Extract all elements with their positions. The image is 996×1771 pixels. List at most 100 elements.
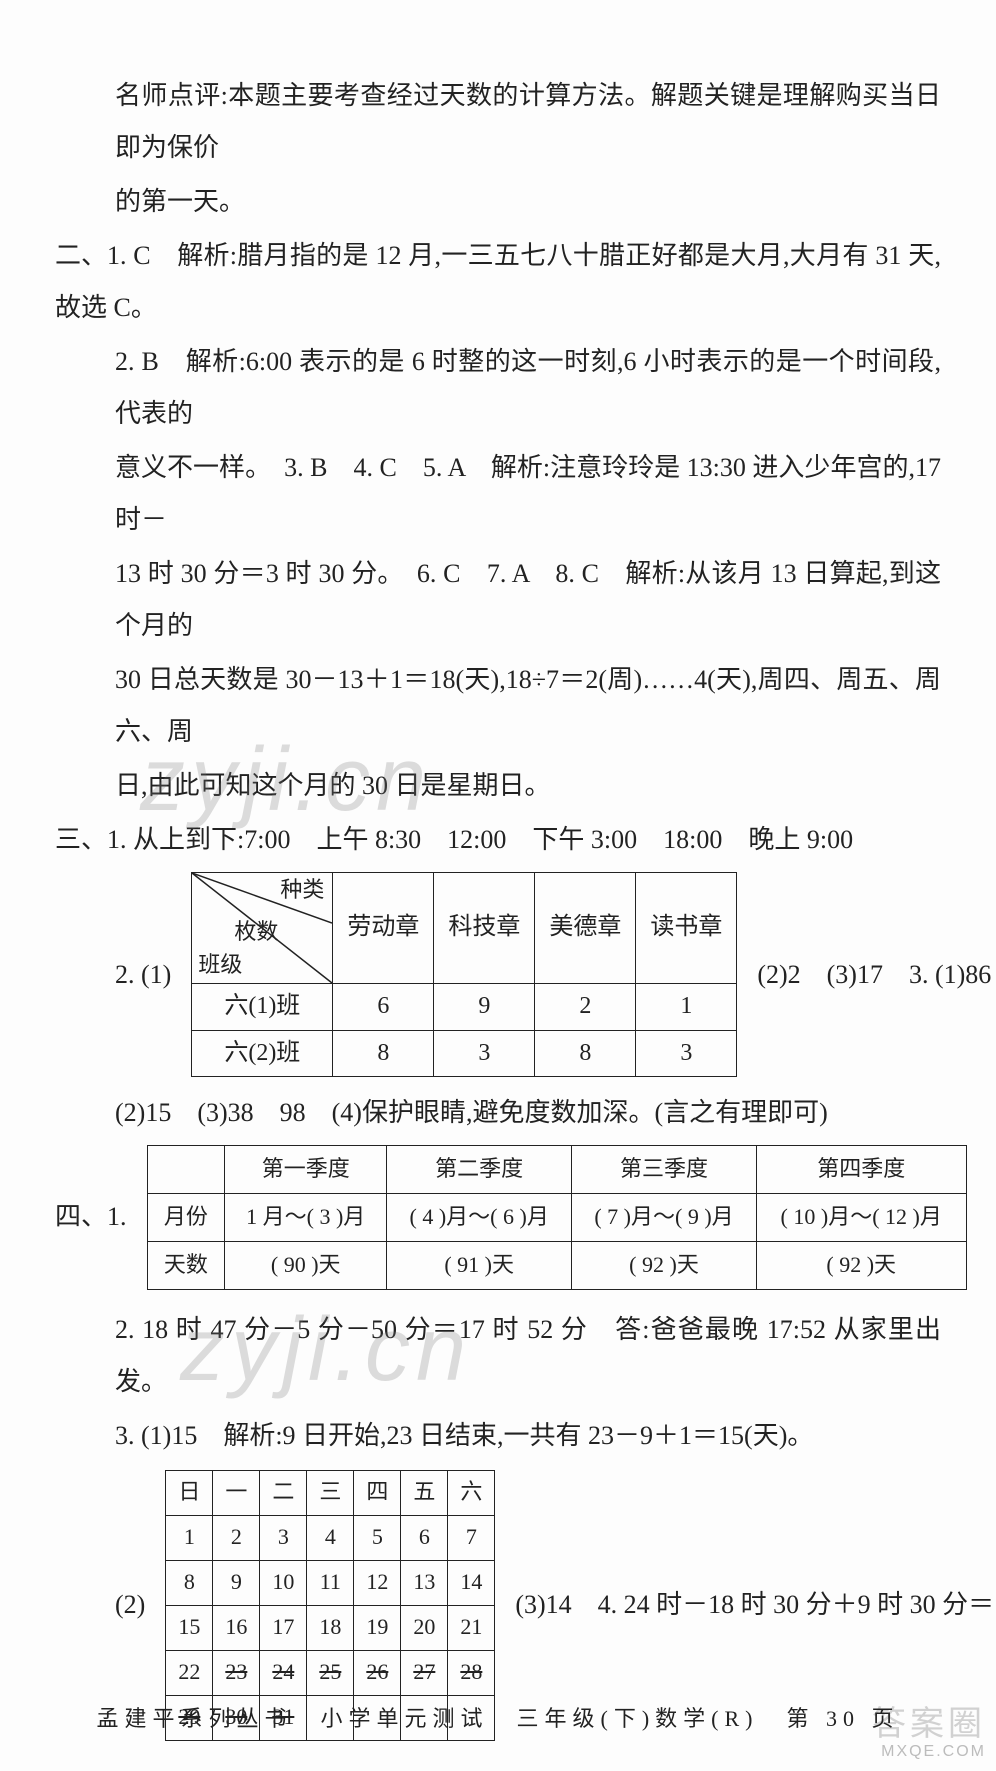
- quarters-table: 第一季度 第二季度 第三季度 第四季度 月份 1 月～( 3 )月 ( 4 )月…: [147, 1145, 967, 1289]
- cal-cell: 28: [448, 1650, 495, 1695]
- cal-cell: 17: [260, 1605, 307, 1650]
- sec4-label: 四、1.: [55, 1191, 127, 1243]
- sec4-prefix: 1.: [107, 1202, 127, 1231]
- cal-cell: 23: [213, 1650, 260, 1695]
- col-h: 劳动章: [333, 873, 434, 984]
- cal-cell: 1: [166, 1515, 213, 1560]
- sec2-line1: 二、1. C 解析:腊月指的是 12 月,一三五七八十腊正好都是大月,大月有 3…: [55, 230, 941, 334]
- cal-head: 六: [448, 1470, 495, 1515]
- qh: [147, 1146, 225, 1194]
- sec2-l2a: 2. B 解析:6:00 表示的是 6 时整的这一时刻,6 小时表示的是一个时间…: [55, 336, 941, 440]
- cell: 3: [636, 1030, 737, 1077]
- cell: 1 月～( 3 )月: [225, 1193, 387, 1241]
- cell: 9: [434, 984, 535, 1031]
- sec2-l2e: 日,由此可知这个月的 30 日是星期日。: [55, 760, 941, 812]
- sec3-l1: 1. 从上到下:7:00 上午 8:30 12:00 下午 3:00 18:00…: [107, 825, 853, 854]
- cal-cell: 4: [307, 1515, 354, 1560]
- cal-cell: 2: [213, 1515, 260, 1560]
- diag-header-cell: 种类 枚数 班级: [192, 873, 333, 984]
- cal-cell: 11: [307, 1560, 354, 1605]
- cal-cell: 3: [260, 1515, 307, 1560]
- cal-cell: 27: [401, 1650, 448, 1695]
- cal-cell: 21: [448, 1605, 495, 1650]
- row-label: 六(2)班: [192, 1030, 333, 1077]
- diag-top: 种类: [280, 875, 324, 906]
- intro-line2: 的第一天。: [55, 176, 941, 228]
- cell: 6: [333, 984, 434, 1031]
- cal-cell: 18: [307, 1605, 354, 1650]
- sec2-label: 二、: [55, 230, 107, 282]
- cal-cell: 10: [260, 1560, 307, 1605]
- cal-cell: 5: [354, 1515, 401, 1560]
- q-row1-label: 月份: [147, 1193, 225, 1241]
- qh: 第四季度: [756, 1146, 966, 1194]
- sec4-q-row: 四、1. 第一季度 第二季度 第三季度 第四季度 月份 1 月～( 3 )月 (…: [55, 1145, 941, 1289]
- cell: ( 92 )天: [756, 1241, 966, 1289]
- qh: 第一季度: [225, 1146, 387, 1194]
- cell: 1: [636, 984, 737, 1031]
- row-label: 六(1)班: [192, 984, 333, 1031]
- table-row: 22232425262728: [166, 1650, 495, 1695]
- cal-cell: 26: [354, 1650, 401, 1695]
- table-row: 种类 枚数 班级 劳动章 科技章 美德章 读书章: [192, 873, 737, 984]
- table-row: 六(1)班 6 9 2 1: [192, 984, 737, 1031]
- col-h: 读书章: [636, 873, 737, 984]
- cell: ( 91 )天: [387, 1241, 572, 1289]
- cell: 2: [535, 984, 636, 1031]
- page-footer: 孟建平系列丛书 小学单元测试 三年级(下)数学(R) 第 30 页: [0, 1697, 996, 1741]
- cal-cell: 16: [213, 1605, 260, 1650]
- cal-cell: 22: [166, 1650, 213, 1695]
- cal-head: 四: [354, 1470, 401, 1515]
- sec3-line3: (2)15 (3)38 98 (4)保护眼睛,避免度数加深。(言之有理即可): [55, 1087, 941, 1139]
- cell: ( 92 )天: [572, 1241, 757, 1289]
- cal-cell: 14: [448, 1560, 495, 1605]
- cell: ( 7 )月～( 9 )月: [572, 1193, 757, 1241]
- cal-head: 五: [401, 1470, 448, 1515]
- table-row: 日一二三四五六: [166, 1470, 495, 1515]
- cal-cell: 25: [307, 1650, 354, 1695]
- cal-cell: 8: [166, 1560, 213, 1605]
- cal-head: 一: [213, 1470, 260, 1515]
- table-row: 天数 ( 90 )天 ( 91 )天 ( 92 )天 ( 92 )天: [147, 1241, 966, 1289]
- cal-cell: 9: [213, 1560, 260, 1605]
- cal-cell: 13: [401, 1560, 448, 1605]
- sec3-after1: (2)2 (3)17 3. (1)86: [757, 949, 991, 1001]
- sec4-line3: 3. (1)15 解析:9 日开始,23 日结束,一共有 23－9＋1＝15(天…: [55, 1410, 941, 1462]
- table-row: 1234567: [166, 1515, 495, 1560]
- table-row: 月份 1 月～( 3 )月 ( 4 )月～( 6 )月 ( 7 )月～( 9 )…: [147, 1193, 966, 1241]
- col-h: 科技章: [434, 873, 535, 984]
- badge-table: 种类 枚数 班级 劳动章 科技章 美德章 读书章 六(1)班 6 9 2 1 六…: [191, 872, 737, 1077]
- sec2-l2c: 13 时 30 分＝3 时 30 分。 6. C 7. A 8. C 解析:从该…: [55, 548, 941, 652]
- sec3-label: 三、: [55, 814, 107, 866]
- col-h: 美德章: [535, 873, 636, 984]
- sec3-table-row: 2. (1) 种类 枚数 班级 劳动章 科技章 美德章 读书章 六(1)班 6 …: [115, 872, 941, 1077]
- after-cal: (3)14 4. 24 时－18 时 30 分＋9 时 30 分＝: [515, 1579, 994, 1631]
- qh: 第二季度: [387, 1146, 572, 1194]
- badge-sub: MXQE.COM: [881, 1743, 986, 1761]
- sec2-l2b: 意义不一样。 3. B 4. C 5. A 解析:注意玲玲是 13:30 进入少…: [55, 442, 941, 546]
- intro-line1: 名师点评:本题主要考查经过天数的计算方法。解题关键是理解购买当日即为保价: [55, 70, 941, 174]
- sec2-l2d: 30 日总天数是 30－13＋1＝18(天),18÷7＝2(周)……4(天),周…: [55, 654, 941, 758]
- table-row: 六(2)班 8 3 8 3: [192, 1030, 737, 1077]
- diag-bottom: 班级: [198, 950, 242, 981]
- sec3-line1: 三、1. 从上到下:7:00 上午 8:30 12:00 下午 3:00 18:…: [55, 814, 941, 866]
- cal-head: 二: [260, 1470, 307, 1515]
- cal-cell: 20: [401, 1605, 448, 1650]
- diag-mid: 枚数: [234, 917, 278, 948]
- table-row: 891011121314: [166, 1560, 495, 1605]
- cell: ( 4 )月～( 6 )月: [387, 1193, 572, 1241]
- cell: 3: [434, 1030, 535, 1077]
- cal-head: 日: [166, 1470, 213, 1515]
- cal-cell: 15: [166, 1605, 213, 1650]
- cal-cell: 19: [354, 1605, 401, 1650]
- sec2-l1: 1. C 解析:腊月指的是 12 月,一三五七八十腊正好都是大月,大月有 31 …: [55, 241, 941, 322]
- cell: ( 10 )月～( 12 )月: [756, 1193, 966, 1241]
- cell: 8: [535, 1030, 636, 1077]
- cal-head: 三: [307, 1470, 354, 1515]
- sec4-label-text: 四、: [55, 1202, 107, 1231]
- cal-cell: 24: [260, 1650, 307, 1695]
- q-row2-label: 天数: [147, 1241, 225, 1289]
- table-row: 15161718192021: [166, 1605, 495, 1650]
- cal-cell: 7: [448, 1515, 495, 1560]
- cell: 8: [333, 1030, 434, 1077]
